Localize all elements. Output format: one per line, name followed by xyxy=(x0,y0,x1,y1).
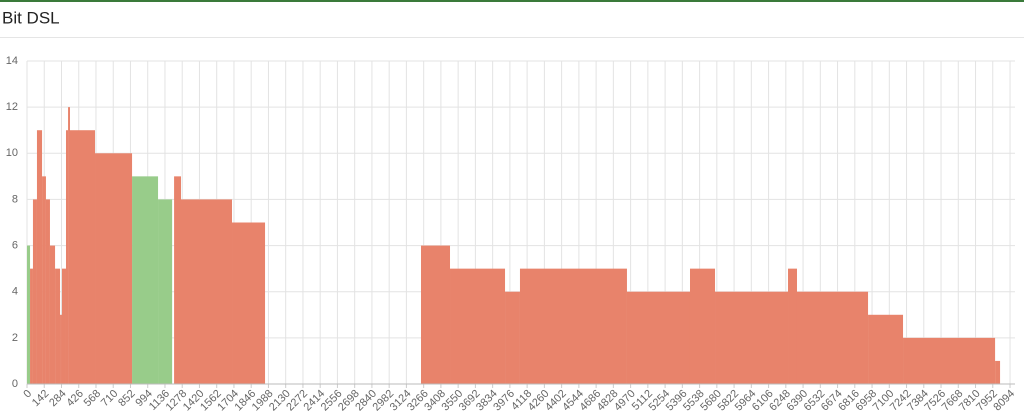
bit-step xyxy=(95,153,133,384)
bit-step xyxy=(796,291,869,384)
y-tick-label: 10 xyxy=(6,147,18,159)
bit-step xyxy=(32,199,37,384)
bit-step xyxy=(65,130,69,384)
bit-step xyxy=(45,199,50,384)
bit-step xyxy=(232,222,266,384)
bit-step xyxy=(995,360,1001,384)
y-tick-label: 4 xyxy=(12,286,18,298)
bit-step xyxy=(55,268,61,384)
bit-step xyxy=(689,268,716,384)
bit-step xyxy=(27,245,31,384)
bit-step xyxy=(519,268,627,384)
bit-step xyxy=(36,130,43,384)
y-tick-label: 14 xyxy=(6,55,18,67)
y-tick-label: 0 xyxy=(12,378,18,390)
bit-step xyxy=(420,245,451,384)
top-border xyxy=(0,0,1024,2)
y-tick-label: 8 xyxy=(12,193,18,205)
bit-step xyxy=(69,130,96,384)
y-tick-label: 6 xyxy=(12,239,18,251)
bit-step xyxy=(158,199,173,384)
y-tick-label: 2 xyxy=(12,332,18,344)
bit-step xyxy=(180,199,233,384)
bit-step xyxy=(60,314,62,384)
bit-step xyxy=(626,291,690,384)
bit-step xyxy=(132,176,159,384)
bit-step xyxy=(450,268,506,384)
bit-step xyxy=(61,268,66,384)
bit-step xyxy=(868,314,904,384)
bit-step xyxy=(49,245,56,384)
chart-title: Bit DSL xyxy=(2,8,60,27)
y-tick-label: 12 xyxy=(6,101,18,113)
bit-step xyxy=(715,291,789,384)
bit-step xyxy=(42,176,46,384)
bit-step xyxy=(174,176,181,384)
bit-step xyxy=(30,268,33,384)
bit-step xyxy=(505,291,520,384)
bit-step xyxy=(68,107,70,385)
bit-step xyxy=(903,337,996,384)
bit-step xyxy=(788,268,797,384)
